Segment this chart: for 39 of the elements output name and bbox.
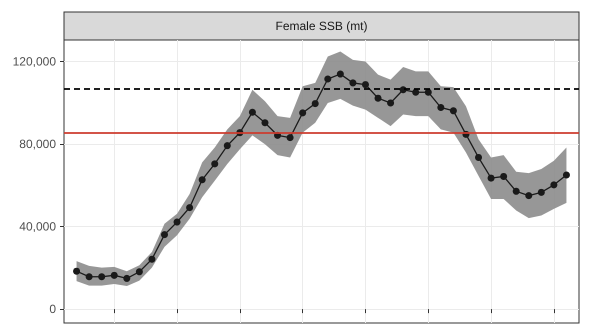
point (224, 142, 231, 150)
point (286, 134, 294, 142)
point (387, 99, 394, 106)
point (299, 109, 306, 116)
y-tick-label: 120,000 (12, 54, 56, 68)
point (198, 176, 206, 184)
chart-title: Female SSB (mt) (275, 19, 368, 33)
point (525, 192, 532, 200)
point (174, 218, 181, 226)
point (98, 273, 106, 280)
point (312, 100, 319, 108)
point (374, 94, 382, 102)
point (148, 256, 156, 263)
point (475, 154, 482, 161)
point (110, 272, 118, 279)
point (136, 268, 143, 276)
point (211, 160, 218, 168)
point (437, 104, 444, 111)
point (450, 107, 457, 114)
point (261, 119, 268, 126)
point (488, 174, 495, 182)
point (123, 274, 130, 282)
point (248, 108, 256, 116)
point (86, 273, 93, 280)
point (500, 172, 508, 180)
y-tick-label: 40,000 (19, 220, 56, 234)
point (550, 181, 558, 188)
y-tick-label: 80,000 (19, 137, 56, 152)
point (538, 188, 545, 196)
point (362, 81, 369, 88)
point (73, 268, 80, 275)
point (562, 172, 570, 178)
point (512, 188, 520, 195)
point (186, 204, 194, 212)
y-tick-label: 0 (49, 302, 56, 316)
point (336, 70, 344, 78)
point (160, 231, 168, 238)
point (349, 79, 356, 86)
point (324, 76, 332, 83)
